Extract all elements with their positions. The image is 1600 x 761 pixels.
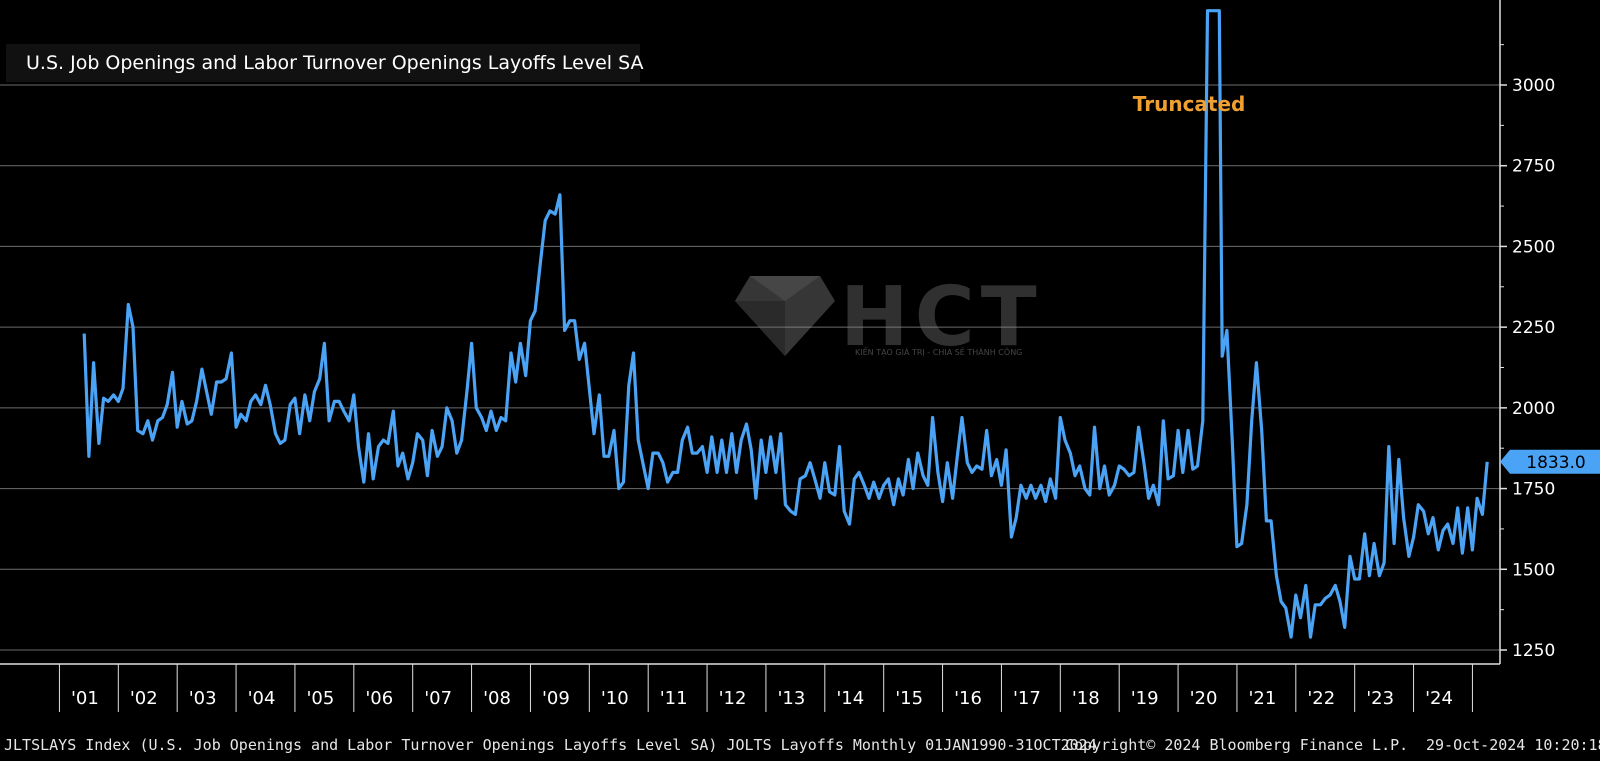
y-tick-label-2500: 2500 [1512, 237, 1555, 257]
x-tick-label-2019: '19 [1131, 688, 1159, 709]
footer-copyright: Copyright© 2024 Bloomberg Finance L.P. [1065, 736, 1409, 754]
x-tick-label-2018: '18 [1072, 688, 1100, 709]
footer-timestamp: 29-Oct-2024 10:20:18 [1426, 736, 1600, 754]
y-tick-label-1250: 1250 [1512, 641, 1555, 661]
x-tick-label-2009: '09 [542, 688, 570, 709]
x-tick-label-2020: '20 [1190, 688, 1218, 709]
y-axis: 1250 1500 1750 2000 2250 2500 2750 3000 [1499, 0, 1555, 664]
truncated-annotation: Truncated [1133, 92, 1246, 116]
legend-label: U.S. Job Openings and Labor Turnover Ope… [26, 52, 644, 74]
footer-ticker-info: JLTSLAYS Index (U.S. Job Openings and La… [4, 736, 1097, 754]
x-tick-label-2012: '12 [719, 688, 747, 709]
x-axis: '01 '02 '03 '04 '05 '06 '07 '08 '09 '10 '11 '12 '13 '… [0, 663, 1500, 712]
x-tick-label-2017: '17 [1013, 688, 1041, 709]
y-tick-label-1750: 1750 [1512, 480, 1555, 500]
legend: U.S. Job Openings and Labor Turnover Ope… [6, 44, 644, 82]
y-tick-label-2250: 2250 [1512, 318, 1555, 338]
x-tick-label-2005: '05 [306, 688, 334, 709]
y-tick-label-1500: 1500 [1512, 560, 1555, 580]
x-tick-label-2013: '13 [777, 688, 805, 709]
x-tick-label-2002: '02 [130, 688, 158, 709]
x-tick-label-2021: '21 [1248, 688, 1276, 709]
watermark-text: HCT [840, 270, 1043, 365]
last-value-badge [1500, 449, 1600, 474]
x-tick-label-2003: '03 [189, 688, 217, 709]
series-line-0 [82, 9, 1489, 639]
x-tick-label-2022: '22 [1307, 688, 1335, 709]
y-tick-label-2000: 2000 [1512, 399, 1555, 419]
watermark-subtitle: KIẾN TẠO GIÁ TRỊ - CHIA SẺ THÀNH CÔNG [855, 348, 1023, 357]
annotation-group: 1833.0 Truncated [1133, 92, 1600, 474]
x-tick-label-2024: '24 [1425, 688, 1453, 709]
footer: JLTSLAYS Index (U.S. Job Openings and La… [0, 730, 1600, 761]
x-tick-label-2006: '06 [365, 688, 393, 709]
watermark-logo-icon [735, 276, 835, 360]
x-tick-label-2015: '15 [895, 688, 923, 709]
y-tick-label-2750: 2750 [1512, 157, 1555, 177]
x-tick-label-2011: '11 [660, 688, 688, 709]
x-tick-label-2014: '14 [836, 688, 864, 709]
x-tick-label-2001: '01 [71, 688, 99, 709]
x-tick-label-2023: '23 [1366, 688, 1394, 709]
y-tick-label-3000: 3000 [1512, 76, 1555, 96]
x-tick-label-2016: '16 [954, 688, 982, 709]
last-value-label: 1833.0 [1526, 453, 1585, 473]
x-tick-label-2010: '10 [601, 688, 629, 709]
x-tick-label-2008: '08 [483, 688, 511, 709]
x-tick-label-2004: '04 [248, 688, 276, 709]
series-group [82, 9, 1489, 639]
x-tick-label-2007: '07 [424, 688, 452, 709]
